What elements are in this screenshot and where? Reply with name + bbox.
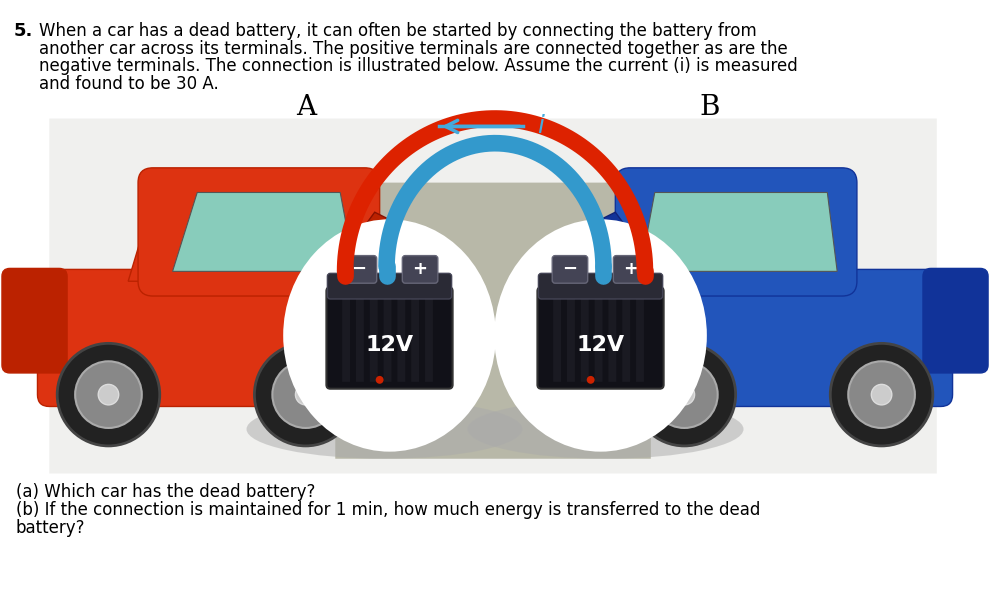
FancyBboxPatch shape	[326, 287, 452, 389]
Text: −: −	[351, 260, 366, 278]
FancyBboxPatch shape	[138, 168, 379, 296]
FancyBboxPatch shape	[49, 119, 936, 474]
Text: B: B	[699, 94, 719, 120]
FancyBboxPatch shape	[537, 287, 663, 389]
Polygon shape	[639, 193, 837, 271]
FancyBboxPatch shape	[622, 298, 630, 382]
Polygon shape	[320, 212, 443, 311]
FancyBboxPatch shape	[383, 298, 391, 382]
FancyBboxPatch shape	[341, 256, 376, 283]
Circle shape	[254, 343, 357, 446]
FancyBboxPatch shape	[567, 298, 575, 382]
FancyBboxPatch shape	[552, 256, 587, 283]
FancyBboxPatch shape	[635, 298, 643, 382]
Text: +: +	[623, 260, 638, 278]
Circle shape	[375, 376, 383, 384]
Text: negative terminals. The connection is illustrated below. Assume the current (i) : negative terminals. The connection is il…	[39, 57, 797, 75]
Polygon shape	[566, 227, 664, 296]
Circle shape	[75, 361, 141, 428]
Circle shape	[871, 384, 891, 405]
Circle shape	[829, 343, 932, 446]
FancyBboxPatch shape	[580, 298, 588, 382]
Text: (a) Which car has the dead battery?: (a) Which car has the dead battery?	[16, 483, 315, 501]
Circle shape	[586, 376, 594, 384]
Circle shape	[295, 384, 316, 405]
Circle shape	[633, 343, 735, 446]
FancyBboxPatch shape	[594, 298, 602, 382]
Circle shape	[673, 384, 694, 405]
FancyBboxPatch shape	[538, 274, 662, 299]
FancyBboxPatch shape	[922, 268, 987, 373]
FancyBboxPatch shape	[593, 269, 952, 406]
Text: 12V: 12V	[576, 336, 624, 355]
Text: another car across its terminals. The positive terminals are connected together : another car across its terminals. The po…	[39, 40, 787, 58]
FancyBboxPatch shape	[342, 298, 350, 382]
Polygon shape	[128, 182, 374, 281]
FancyBboxPatch shape	[37, 269, 396, 406]
Ellipse shape	[467, 399, 743, 459]
Polygon shape	[325, 227, 423, 296]
FancyBboxPatch shape	[536, 277, 674, 375]
FancyBboxPatch shape	[327, 274, 451, 299]
Polygon shape	[173, 193, 355, 271]
Text: A: A	[295, 94, 315, 120]
Circle shape	[650, 361, 717, 428]
FancyBboxPatch shape	[335, 182, 650, 459]
Ellipse shape	[247, 399, 523, 459]
FancyBboxPatch shape	[369, 298, 377, 382]
Circle shape	[57, 343, 159, 446]
Ellipse shape	[496, 222, 703, 449]
FancyBboxPatch shape	[356, 298, 363, 382]
Circle shape	[272, 361, 339, 428]
FancyBboxPatch shape	[615, 168, 857, 296]
Polygon shape	[546, 212, 669, 311]
Text: $i$: $i$	[537, 114, 546, 138]
Circle shape	[98, 384, 118, 405]
Circle shape	[592, 322, 628, 358]
FancyBboxPatch shape	[608, 298, 616, 382]
Text: +: +	[412, 260, 427, 278]
Text: −: −	[562, 260, 577, 278]
Circle shape	[361, 322, 397, 358]
FancyBboxPatch shape	[402, 256, 437, 283]
Text: 12V: 12V	[365, 336, 413, 355]
Text: 5.: 5.	[14, 22, 33, 40]
Text: battery?: battery?	[16, 519, 85, 537]
FancyBboxPatch shape	[411, 298, 418, 382]
Ellipse shape	[286, 222, 492, 449]
Circle shape	[848, 361, 914, 428]
Text: When a car has a dead battery, it can often be started by connecting the battery: When a car has a dead battery, it can of…	[39, 22, 756, 40]
FancyBboxPatch shape	[424, 298, 432, 382]
Text: and found to be 30 A.: and found to be 30 A.	[39, 75, 219, 93]
FancyBboxPatch shape	[397, 298, 405, 382]
FancyBboxPatch shape	[613, 256, 648, 283]
FancyBboxPatch shape	[553, 298, 561, 382]
FancyBboxPatch shape	[2, 268, 67, 373]
Text: (b) If the connection is maintained for 1 min, how much energy is transferred to: (b) If the connection is maintained for …	[16, 501, 759, 519]
FancyBboxPatch shape	[315, 277, 453, 375]
